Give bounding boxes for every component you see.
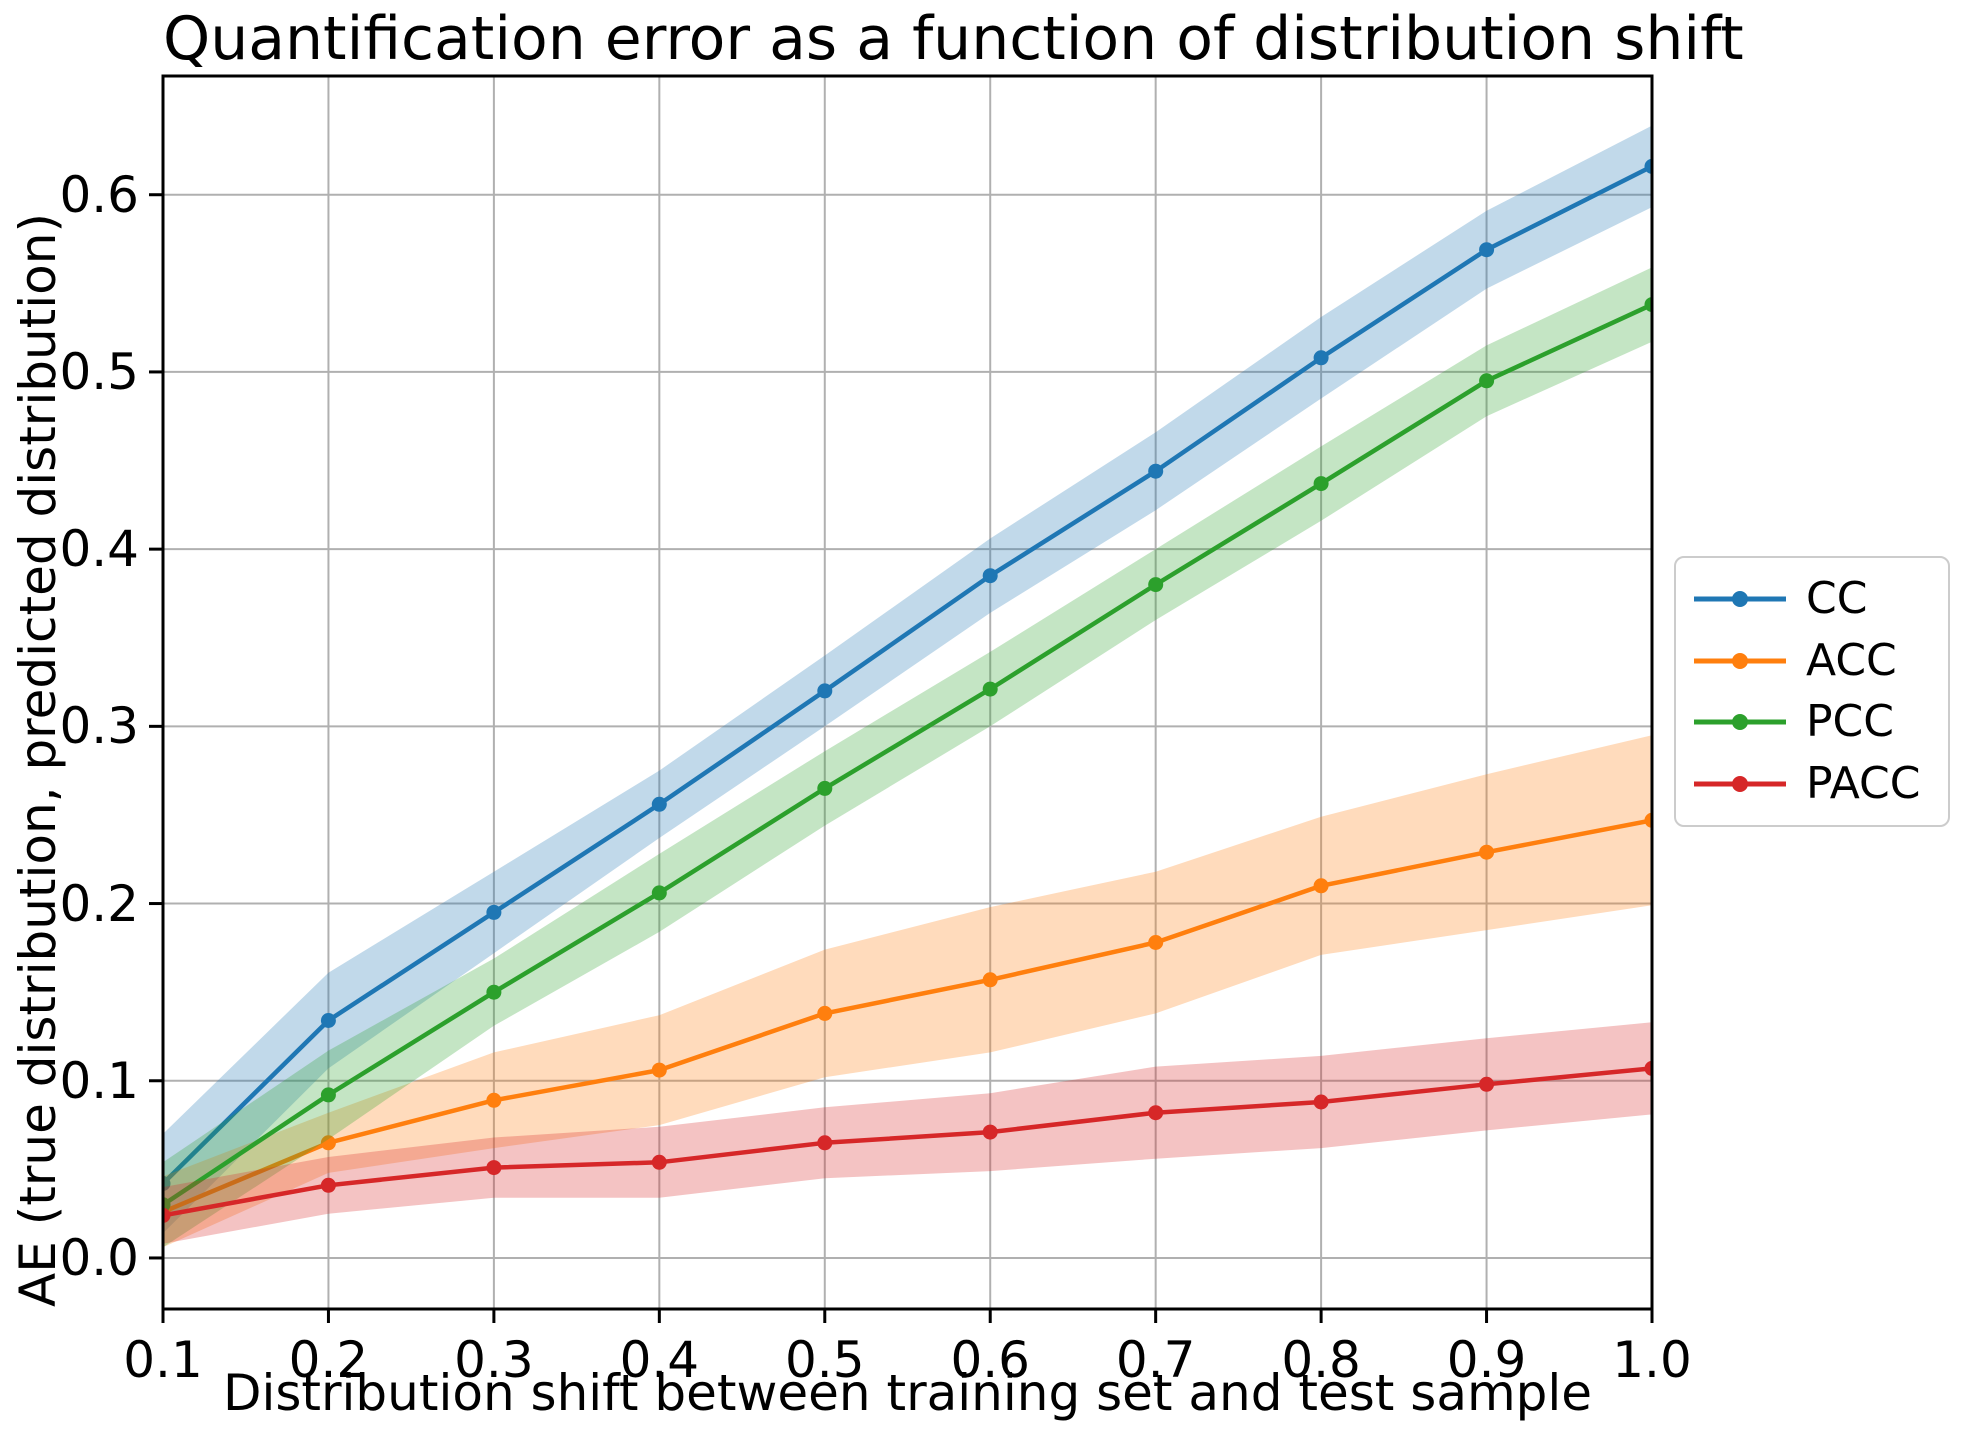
marker-CC xyxy=(817,683,833,699)
marker-PCC xyxy=(320,1087,336,1103)
line-PACC xyxy=(163,1066,1652,1218)
marker-PCC xyxy=(1479,373,1495,389)
line-PCC xyxy=(163,302,1652,1208)
y-tick-label-0.5: 0.5 xyxy=(59,342,139,401)
chart-title: Quantification error as a function of di… xyxy=(163,4,1744,74)
marker-ACC xyxy=(1479,844,1495,860)
marker-PCC xyxy=(651,885,667,901)
marker-CC xyxy=(163,1176,171,1191)
marker-ACC xyxy=(817,1005,833,1021)
tick-marks xyxy=(149,193,1654,1323)
band-PACC xyxy=(163,1022,1652,1244)
x-tick-label-0.6: 0.6 xyxy=(950,1331,1030,1389)
legend-line-swatch-PCC xyxy=(1694,714,1786,731)
y-tick-label-0.4: 0.4 xyxy=(59,520,139,579)
marker-PACC xyxy=(320,1177,336,1193)
marker-ACC xyxy=(1644,812,1652,828)
marker-PCC xyxy=(1644,297,1652,313)
x-tick-label-1.0: 1.0 xyxy=(1612,1331,1692,1389)
marker-PCC xyxy=(982,681,998,697)
legend-item-PCC: PCC xyxy=(1692,700,1948,744)
marker-PACC xyxy=(651,1154,667,1170)
marker-PACC xyxy=(1148,1105,1164,1121)
marker-ACC xyxy=(982,972,998,988)
legend-label-PCC: PCC xyxy=(1806,696,1894,748)
marker-PACC xyxy=(1479,1076,1495,1092)
y-tick-label-0.6: 0.6 xyxy=(59,165,139,224)
marker-PACC xyxy=(486,1160,502,1176)
legend-line-swatch-ACC xyxy=(1694,652,1786,669)
legend-item-PACC: PACC xyxy=(1692,762,1948,806)
legend-line-swatch-CC xyxy=(1694,590,1786,607)
marker-CC xyxy=(1148,463,1164,479)
series-group xyxy=(163,125,1652,1248)
marker-CC xyxy=(1644,158,1652,174)
x-tick-label-0.3: 0.3 xyxy=(454,1331,534,1389)
marker-PCC xyxy=(1313,476,1329,492)
legend-item-ACC: ACC xyxy=(1692,634,1948,686)
band-CC xyxy=(163,125,1652,1234)
y-axis-label-text: AE (true distribution, predicted distrib… xyxy=(9,213,67,1307)
x-tick-label-0.1: 0.1 xyxy=(123,1331,203,1389)
x-tick-label-0.4: 0.4 xyxy=(619,1331,700,1389)
plot-border xyxy=(161,74,1654,1311)
marker-CC xyxy=(1313,350,1329,366)
marker-PACC xyxy=(163,1207,171,1223)
y-tick-label-0.2: 0.2 xyxy=(59,874,139,933)
marker-PCC xyxy=(486,984,502,1000)
band-ACC xyxy=(163,735,1652,1248)
legend-line-swatch-PACC xyxy=(1694,776,1786,793)
legend-label-CC: CC xyxy=(1806,572,1868,624)
line-ACC xyxy=(163,818,1652,1215)
marker-CC xyxy=(651,796,667,812)
marker-ACC xyxy=(1148,935,1164,950)
marker-CC xyxy=(982,568,998,584)
band-PCC xyxy=(163,267,1652,1248)
marker-CC xyxy=(486,904,502,920)
line-CC xyxy=(163,164,1652,1186)
y-tick-label-0.3: 0.3 xyxy=(59,697,139,756)
x-tick-label-0.9: 0.9 xyxy=(1446,1331,1527,1389)
marker-PCC xyxy=(1148,577,1164,593)
x-axis-label: Distribution shift between training set … xyxy=(222,1364,1593,1422)
marker-PCC xyxy=(817,780,833,796)
marker-CC xyxy=(1479,242,1495,258)
y-tick-label-0.0: 0.0 xyxy=(59,1228,139,1287)
x-tick-label-0.8: 0.8 xyxy=(1281,1331,1361,1389)
x-tick-label-0.7: 0.7 xyxy=(1115,1331,1196,1389)
legend: CC ACC PCC PACC xyxy=(1674,556,1950,827)
legend-label-ACC: ACC xyxy=(1806,634,1897,686)
marker-CC xyxy=(320,1013,336,1028)
marker-ACC xyxy=(651,1062,667,1078)
x-tick-label-0.5: 0.5 xyxy=(785,1331,865,1389)
y-tick-label-0.1: 0.1 xyxy=(59,1051,139,1110)
marker-ACC xyxy=(1313,878,1329,894)
marker-PACC xyxy=(1313,1094,1329,1110)
legend-item-CC: CC xyxy=(1692,572,1948,624)
legend-label-PACC: PACC xyxy=(1806,758,1921,810)
marker-ACC xyxy=(486,1092,502,1108)
marker-PACC xyxy=(982,1124,998,1140)
x-tick-label-0.2: 0.2 xyxy=(288,1331,369,1389)
marker-PACC xyxy=(817,1135,833,1151)
marker-PACC xyxy=(1644,1060,1652,1076)
marker-ACC xyxy=(320,1135,336,1151)
